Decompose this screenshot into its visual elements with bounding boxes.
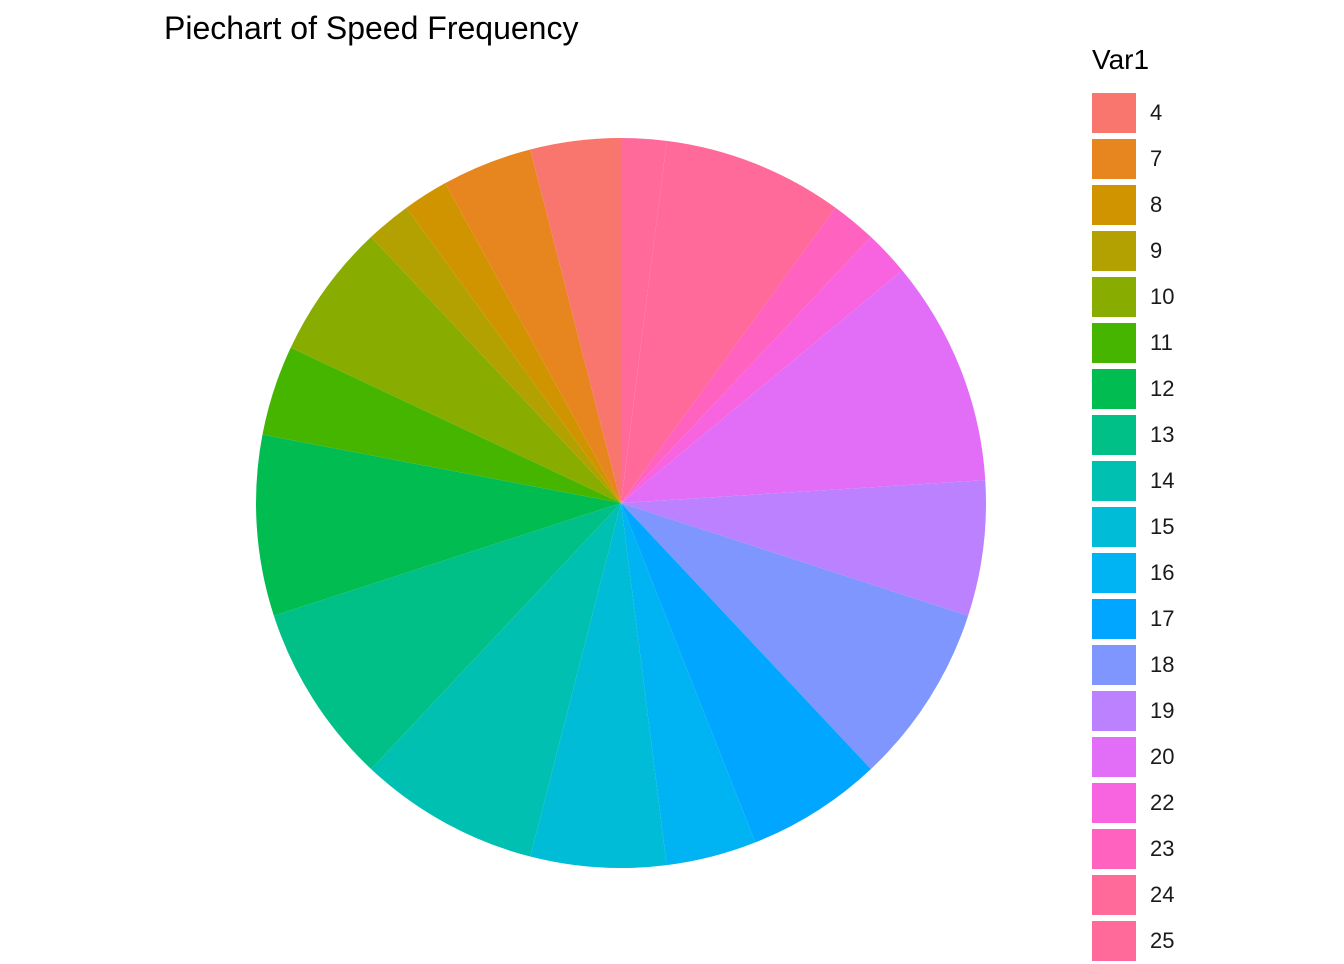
pie-slice-7 (445, 149, 621, 503)
pie-slice-10 (290, 236, 621, 503)
legend-item-16: 16 (1092, 550, 1174, 596)
legend-items: 4 7 8 9 10 11 12 13 14 15 16 17 18 19 20 22 23 24 25 (1092, 90, 1174, 964)
legend-label: 22 (1150, 790, 1175, 815)
legend-swatch (1092, 829, 1136, 869)
legend-item-8: 8 (1092, 182, 1174, 228)
legend-label: 16 (1150, 560, 1175, 585)
legend-item-22: 22 (1092, 780, 1174, 826)
legend-swatch (1092, 139, 1136, 179)
legend-item-24: 24 (1092, 872, 1174, 918)
pie-slice-18 (621, 503, 969, 770)
pie-slice-25 (621, 138, 667, 503)
legend-item-19: 19 (1092, 688, 1174, 734)
legend-swatch (1092, 507, 1136, 547)
legend-label: 23 (1150, 836, 1175, 861)
pie-slice-16 (621, 503, 756, 866)
legend-swatch (1092, 369, 1136, 409)
legend-swatch (1092, 691, 1136, 731)
legend-label: 25 (1150, 928, 1175, 953)
legend-swatch (1092, 599, 1136, 639)
pie-slice-15 (530, 503, 667, 869)
legend-label: 14 (1150, 468, 1175, 493)
legend-item-23: 23 (1092, 826, 1174, 872)
legend-label: 7 (1150, 146, 1163, 171)
legend-swatch (1092, 921, 1136, 961)
legend-swatch (1092, 185, 1136, 225)
pie-slice-4 (530, 138, 621, 503)
legend-label: 11 (1150, 330, 1173, 355)
legend-swatch (1092, 783, 1136, 823)
legend-swatch (1092, 875, 1136, 915)
legend-swatch (1092, 277, 1136, 317)
legend: Var1 4 7 8 9 10 11 12 13 14 15 16 17 18 19 20 22 23 24 25 (1092, 44, 1174, 964)
legend-item-13: 13 (1092, 412, 1174, 458)
legend-label: 17 (1150, 606, 1175, 631)
pie-slice-24 (621, 140, 836, 504)
legend-label: 8 (1150, 192, 1163, 217)
pie-slice-20 (621, 270, 986, 503)
legend-label: 10 (1150, 284, 1175, 309)
pie-slice-17 (621, 503, 871, 843)
pie-slice-13 (273, 503, 621, 770)
pie-slice-23 (621, 207, 871, 503)
pie-slice-8 (406, 183, 621, 503)
legend-title: Var1 (1092, 44, 1150, 75)
legend-swatch (1092, 93, 1136, 133)
legend-swatch (1092, 415, 1136, 455)
pie-slice-14 (371, 503, 621, 857)
legend-label: 18 (1150, 652, 1175, 677)
legend-item-9: 9 (1092, 228, 1174, 274)
legend-item-25: 25 (1092, 918, 1174, 964)
legend-label: 19 (1150, 698, 1175, 723)
legend-label: 24 (1150, 882, 1175, 907)
legend-swatch (1092, 553, 1136, 593)
chart-title: Piechart of Speed Frequency (164, 10, 579, 46)
legend-swatch (1092, 737, 1136, 777)
legend-item-7: 7 (1092, 136, 1174, 182)
legend-item-15: 15 (1092, 504, 1174, 550)
legend-item-12: 12 (1092, 366, 1174, 412)
legend-item-11: 11 (1092, 320, 1174, 366)
pie-slice-19 (621, 480, 987, 616)
pie-slice-12 (255, 434, 621, 616)
legend-swatch (1092, 461, 1136, 501)
legend-swatch (1092, 231, 1136, 271)
legend-label: 13 (1150, 422, 1175, 447)
legend-item-17: 17 (1092, 596, 1174, 642)
pie-slice-22 (621, 236, 903, 503)
legend-label: 15 (1150, 514, 1175, 539)
legend-label: 9 (1150, 238, 1163, 263)
legend-label: 4 (1150, 100, 1163, 125)
legend-item-20: 20 (1092, 734, 1174, 780)
legend-label: 12 (1150, 376, 1175, 401)
pie-slices (255, 138, 987, 869)
pie-slice-9 (371, 207, 621, 503)
pie-slice-11 (262, 347, 621, 503)
legend-swatch (1092, 645, 1136, 685)
legend-item-14: 14 (1092, 458, 1174, 504)
legend-item-18: 18 (1092, 642, 1174, 688)
legend-item-4: 4 (1092, 90, 1174, 136)
legend-swatch (1092, 323, 1136, 363)
legend-item-10: 10 (1092, 274, 1174, 320)
legend-label: 20 (1150, 744, 1175, 769)
